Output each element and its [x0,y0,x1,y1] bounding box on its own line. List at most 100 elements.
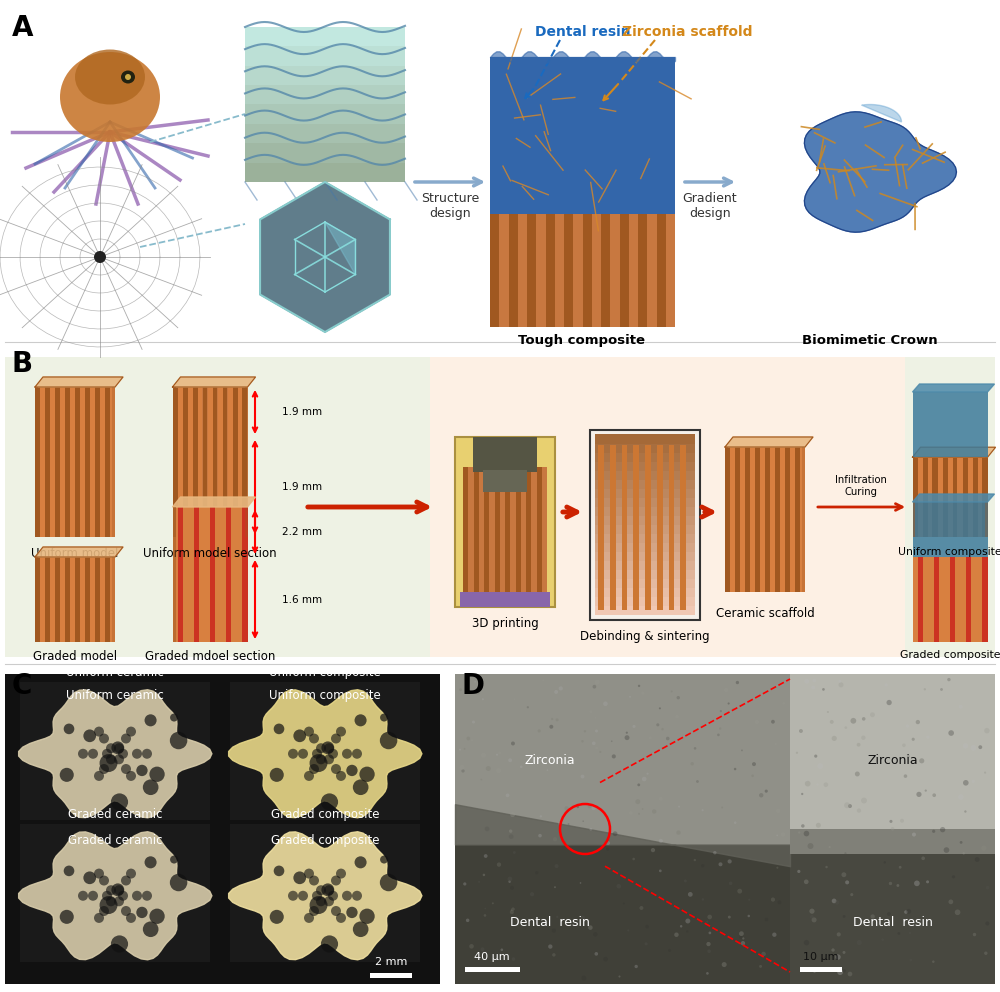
Circle shape [645,942,648,945]
Circle shape [919,758,924,764]
Circle shape [481,947,485,951]
Circle shape [924,688,926,690]
Circle shape [359,767,375,782]
Bar [40,387,45,537]
Circle shape [556,916,558,918]
Circle shape [776,808,780,813]
Circle shape [755,720,759,724]
Bar [75,387,80,537]
Circle shape [661,728,664,730]
Circle shape [511,910,512,911]
Circle shape [353,780,368,795]
Text: Infiltration
Curing: Infiltration Curing [835,475,887,497]
Circle shape [707,915,712,920]
Text: Zirconia scaffold: Zirconia scaffold [622,25,753,39]
Circle shape [801,824,805,827]
Circle shape [121,733,131,744]
Circle shape [342,891,352,901]
Bar [775,447,780,592]
Bar [188,387,192,537]
Circle shape [509,834,514,839]
Circle shape [646,773,649,775]
Bar [966,557,971,642]
Circle shape [606,847,609,850]
Polygon shape [19,831,212,960]
Bar [938,457,943,537]
Bar [183,387,188,537]
Circle shape [471,739,473,741]
Circle shape [594,952,598,955]
Bar [194,507,199,642]
Circle shape [810,915,814,919]
Circle shape [486,766,491,771]
Text: Graded ceramic: Graded ceramic [68,834,162,847]
Bar [595,524,695,534]
Circle shape [916,720,920,724]
Circle shape [613,831,617,836]
Circle shape [751,775,754,777]
Circle shape [845,880,849,885]
Bar [20,824,210,962]
Bar [750,447,755,592]
Circle shape [932,829,935,833]
Bar [60,557,65,642]
Bar [460,592,550,607]
Bar [473,437,537,472]
Circle shape [671,690,673,692]
Circle shape [484,854,488,858]
Circle shape [612,754,616,759]
Circle shape [136,907,148,919]
Bar [598,445,604,610]
Circle shape [926,735,930,739]
Circle shape [625,735,629,740]
Circle shape [863,921,866,924]
Circle shape [797,870,800,873]
Bar [780,447,785,592]
Circle shape [352,891,362,901]
Circle shape [538,729,541,732]
Text: Gradient
design: Gradient design [683,192,737,220]
Text: Tough composite: Tough composite [518,334,646,347]
Circle shape [932,960,935,963]
Circle shape [555,864,559,868]
Circle shape [328,891,338,901]
Circle shape [94,771,104,781]
Bar [595,506,695,516]
Bar [582,213,592,327]
Circle shape [638,812,640,814]
Circle shape [321,935,338,952]
Circle shape [891,827,894,830]
Circle shape [288,749,298,759]
Circle shape [635,800,640,805]
Circle shape [816,784,819,786]
Circle shape [765,918,768,922]
Circle shape [642,777,646,782]
Circle shape [298,749,308,759]
Circle shape [346,907,358,919]
Circle shape [830,720,834,724]
Circle shape [721,806,723,808]
Circle shape [552,929,556,932]
Circle shape [346,765,358,776]
Circle shape [772,932,777,936]
Circle shape [143,780,158,795]
Circle shape [595,680,600,684]
Text: Uniform composite: Uniform composite [269,689,381,702]
Bar [526,467,531,592]
Circle shape [274,723,284,734]
Bar [95,387,100,537]
Bar [70,557,75,642]
Circle shape [274,866,284,876]
Circle shape [801,793,803,796]
Circle shape [551,718,553,720]
Bar [110,387,115,537]
Circle shape [652,809,656,813]
Circle shape [466,919,469,923]
Circle shape [542,680,544,682]
Circle shape [975,857,980,862]
Text: Graded composite: Graded composite [271,808,379,821]
Circle shape [511,741,515,745]
Circle shape [616,884,621,889]
Text: Uniform composite: Uniform composite [269,666,381,679]
Bar [977,557,982,642]
